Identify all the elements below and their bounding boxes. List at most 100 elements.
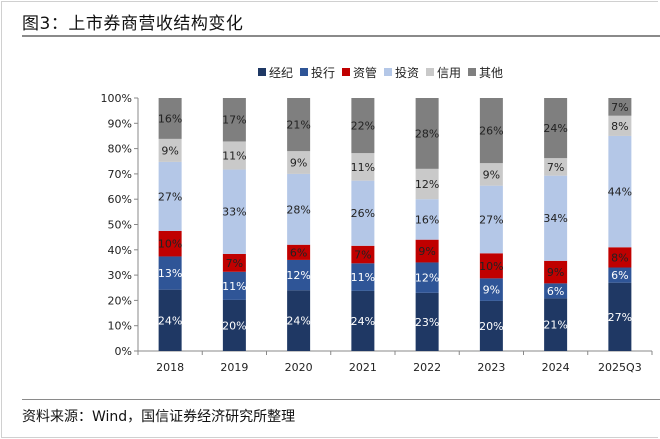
data-label: 7% xyxy=(611,101,628,114)
data-label: 9% xyxy=(483,284,500,297)
legend-label: 经纪 xyxy=(269,66,293,80)
data-label: 9% xyxy=(483,168,500,181)
bar-segment xyxy=(287,290,311,351)
bar-segment xyxy=(158,138,182,162)
y-tick-label: 30% xyxy=(108,269,132,282)
data-label: 8% xyxy=(611,120,628,133)
y-tick-label: 10% xyxy=(108,320,132,333)
data-label: 11% xyxy=(351,161,375,174)
data-label: 27% xyxy=(608,311,632,324)
bar-segment xyxy=(287,244,311,260)
bar-segment xyxy=(544,260,568,284)
bar-segment xyxy=(158,161,182,231)
data-label: 24% xyxy=(543,122,567,135)
x-tick-label: 2020 xyxy=(285,361,313,374)
bar-segment xyxy=(351,153,375,181)
bar-segment xyxy=(222,299,246,351)
data-label: 33% xyxy=(222,206,246,219)
x-tick-label: 2025Q3 xyxy=(598,361,642,374)
data-label: 11% xyxy=(222,280,246,293)
bar-segment xyxy=(544,175,568,261)
data-label: 24% xyxy=(351,315,375,328)
data-label: 11% xyxy=(351,271,375,284)
data-label: 12% xyxy=(415,178,439,191)
data-label: 13% xyxy=(158,267,182,280)
data-label: 10% xyxy=(158,238,182,251)
bar-segment xyxy=(222,253,246,272)
bar-segment xyxy=(415,292,439,351)
x-tick-label: 2024 xyxy=(542,361,570,374)
title-divider xyxy=(22,35,660,37)
bar-segment xyxy=(479,163,503,186)
legend-swatch xyxy=(300,68,308,76)
bar-segment xyxy=(415,262,439,293)
data-label: 7% xyxy=(354,249,371,262)
bar-segment xyxy=(608,267,632,283)
legend-swatch xyxy=(384,68,392,76)
bar-segment xyxy=(479,253,503,279)
bar-segment xyxy=(158,230,182,257)
legend-swatch xyxy=(468,68,476,76)
bar-segment xyxy=(287,98,311,152)
data-label: 20% xyxy=(479,320,503,333)
y-tick-label: 60% xyxy=(108,193,132,206)
data-label: 26% xyxy=(351,207,375,220)
data-label: 10% xyxy=(479,260,503,273)
x-tick-label: 2019 xyxy=(220,361,248,374)
y-tick-label: 40% xyxy=(108,244,132,257)
data-label: 27% xyxy=(158,190,182,203)
data-label: 7% xyxy=(547,161,564,174)
bar-segment xyxy=(479,300,503,351)
data-label: 11% xyxy=(222,150,246,163)
bar-segment xyxy=(222,271,246,300)
bar-segment xyxy=(544,283,568,299)
data-label: 23% xyxy=(415,316,439,329)
data-label: 6% xyxy=(290,246,307,259)
data-label: 6% xyxy=(547,285,564,298)
data-label: 8% xyxy=(611,251,628,264)
data-label: 7% xyxy=(226,257,243,270)
data-label: 21% xyxy=(286,119,310,132)
x-tick-label: 2023 xyxy=(477,361,505,374)
legend-label: 投行 xyxy=(311,65,335,80)
bar-segment xyxy=(351,245,375,264)
x-tick-label: 2018 xyxy=(156,361,184,374)
bar-segment xyxy=(287,173,311,245)
y-tick-label: 100% xyxy=(101,92,132,105)
bar-segment xyxy=(479,185,503,254)
y-tick-label: 90% xyxy=(108,117,132,130)
data-label: 28% xyxy=(415,127,439,140)
source-divider xyxy=(22,399,660,400)
bar-segment xyxy=(222,169,246,254)
data-label: 17% xyxy=(222,114,246,127)
bar-segment xyxy=(351,290,375,351)
bar-segment xyxy=(608,282,632,351)
data-label: 21% xyxy=(543,319,567,332)
legend-swatch xyxy=(426,68,434,76)
bar-segment xyxy=(544,98,568,159)
bar-segment xyxy=(544,298,568,351)
bar-segment xyxy=(608,247,632,268)
data-label: 27% xyxy=(479,213,503,226)
bar-segment xyxy=(415,199,439,240)
data-label: 44% xyxy=(608,186,632,199)
data-label: 22% xyxy=(351,120,375,133)
data-label: 28% xyxy=(286,203,310,216)
bar-segment xyxy=(479,278,503,301)
data-label: 9% xyxy=(547,266,564,279)
y-tick-label: 20% xyxy=(108,294,132,307)
bar-segment xyxy=(158,289,182,351)
data-label: 26% xyxy=(479,125,503,138)
x-tick-label: 2022 xyxy=(413,361,441,374)
legend-swatch xyxy=(258,68,266,76)
legend-label: 投资 xyxy=(395,65,419,80)
bar-segment xyxy=(158,98,182,139)
bar-segment xyxy=(287,259,311,291)
y-tick-label: 0% xyxy=(115,345,132,358)
bar-segment xyxy=(415,239,439,263)
data-label: 34% xyxy=(543,212,567,225)
y-tick-label: 80% xyxy=(108,143,132,156)
bar-segment xyxy=(415,168,439,200)
bar-segment xyxy=(479,98,503,164)
